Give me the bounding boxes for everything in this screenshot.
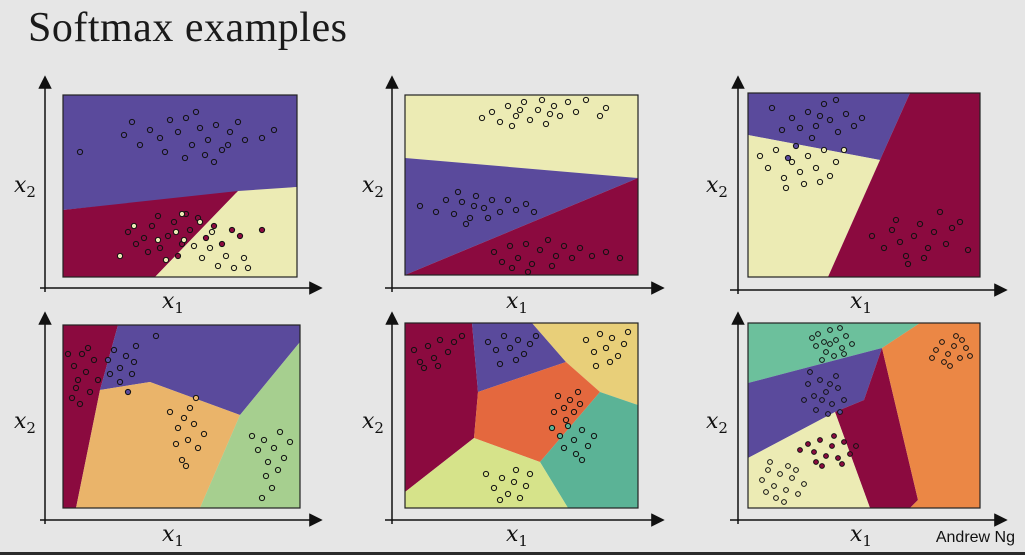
points-crimson-cluster [410, 332, 466, 372]
points-orange-red-cluster [550, 388, 584, 424]
points-crimson-cluster [124, 210, 266, 260]
region-orange [882, 323, 980, 508]
points-cream-cluster [756, 146, 848, 192]
points-crimson-cluster [64, 344, 102, 408]
panel-4: x1 x2 [14, 311, 323, 550]
region-purple [405, 158, 638, 275]
region-teal [540, 392, 638, 508]
x2-axis-label: x2 [14, 409, 36, 437]
region-crimson [828, 93, 980, 277]
x1-axis-label: x1 [506, 289, 528, 317]
author-credit: Andrew Ng [935, 529, 1015, 546]
panel-1: x1 x2 [14, 75, 323, 317]
points-cream-cluster [116, 210, 252, 272]
region-yellow [532, 323, 638, 405]
region-cream [155, 187, 297, 277]
region-mint [748, 323, 920, 383]
x2-axis-label: x2 [362, 409, 384, 437]
x1-axis-label: x1 [506, 522, 528, 550]
region-purple [748, 93, 910, 160]
points-orange-cluster [929, 333, 973, 369]
x2-axis-label: x2 [14, 173, 36, 201]
region-crimson [63, 325, 118, 508]
region-cream [748, 135, 880, 277]
points-orange-cluster [166, 394, 208, 470]
x1-axis-label: x1 [162, 289, 184, 317]
x2-axis-label: x2 [706, 409, 728, 437]
points-crimson-cluster [797, 433, 859, 469]
points-yellow-cluster [582, 328, 632, 370]
points-cream-cluster [759, 459, 807, 505]
points-cream-cluster [478, 96, 610, 130]
x1-axis-label: x1 [850, 522, 872, 550]
points-teal-cluster [548, 422, 598, 464]
region-purple [748, 348, 882, 458]
panel-2: x1 x2 [362, 75, 665, 317]
region-cream [748, 412, 870, 508]
region-crimson [63, 191, 238, 277]
panel-5: x1 x2 [362, 311, 665, 550]
x1-axis-label: x1 [162, 522, 184, 550]
x2-axis-label: x2 [362, 173, 384, 201]
points-lime-cluster [482, 466, 534, 504]
points-crimson-cluster [490, 236, 624, 276]
points-purple-cluster [104, 332, 160, 396]
region-orange-red [474, 362, 600, 462]
panel-6: x1 x2 [706, 311, 1008, 550]
region-orange [76, 382, 240, 508]
points-mint-cluster [809, 325, 855, 363]
points-purple-cluster [768, 96, 866, 162]
x1-axis-label: x1 [850, 289, 872, 317]
points-green-cluster [248, 428, 294, 502]
panel-3: x1 x2 [706, 75, 1008, 317]
points-crimson-cluster [868, 208, 972, 268]
x2-axis-label: x2 [706, 173, 728, 201]
region-crimson [835, 348, 918, 508]
slide-title: Softmax examples [28, 5, 348, 51]
region-cream [405, 95, 638, 178]
points-purple-cluster [484, 332, 540, 368]
points-purple-cluster [801, 369, 847, 417]
footer-divider [0, 552, 1025, 555]
region-purple [100, 325, 300, 415]
points-purple-cluster [76, 108, 278, 166]
points-purple-cluster [416, 188, 538, 228]
region-green [200, 342, 300, 508]
region-purple [472, 323, 566, 392]
